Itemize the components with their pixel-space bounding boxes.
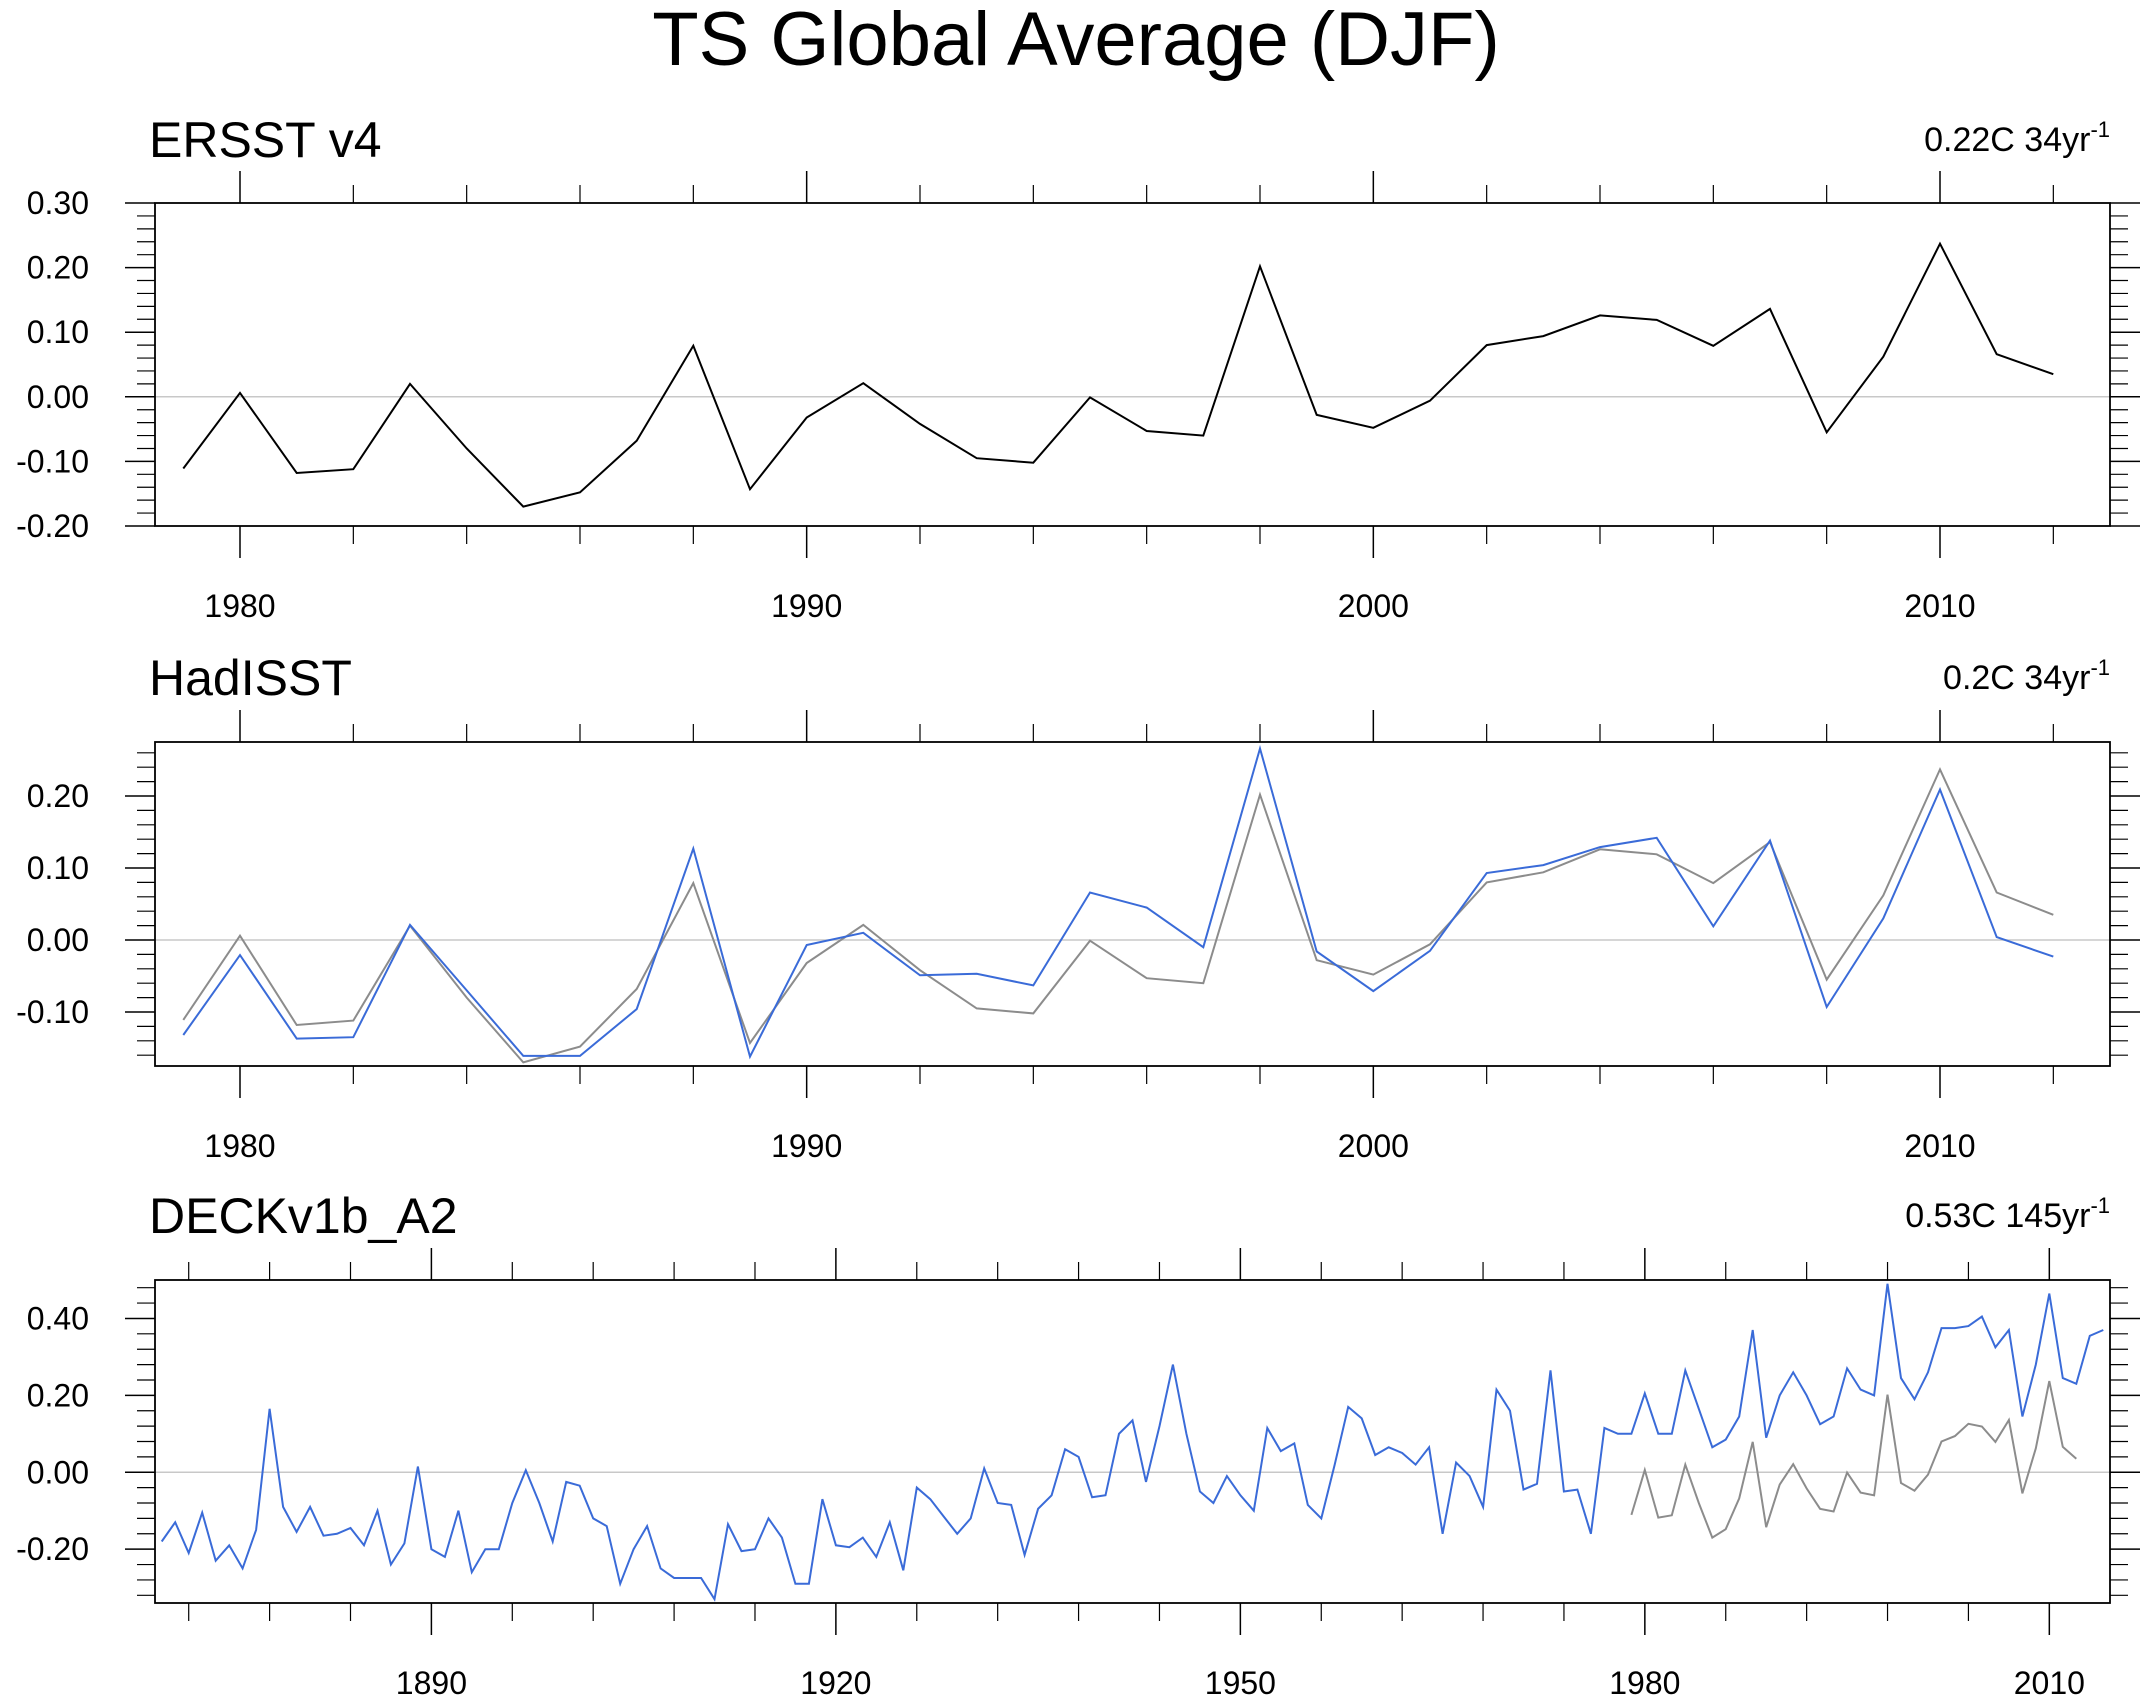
x-tick-label: 2010: [1904, 1128, 1975, 1164]
figure-title: TS Global Average (DJF): [652, 0, 1500, 82]
series-line-2: [1630, 1380, 2077, 1540]
x-tick-label: 1920: [800, 1665, 871, 1701]
x-tick-label: 1990: [771, 588, 842, 624]
y-tick-label: -0.10: [16, 443, 89, 479]
series-line-2: [182, 766, 2054, 1064]
panel-title: ERSST v4: [149, 112, 382, 168]
series-line-1: [182, 744, 2054, 1060]
y-tick-label: 0.10: [27, 850, 89, 886]
panel-title: DECKv1b_A2: [149, 1188, 458, 1244]
chart-panel-3: DECKv1b_A2 0.53C 145yr-1 0.40 0.20 0.00 -0.20…: [16, 1188, 2140, 1701]
x-tick-label: 2000: [1338, 588, 1409, 624]
plot-frame: [154, 741, 2111, 1067]
chart-panel-2: HadISST 0.2C 34yr-1 0.20 0.10 0.00 -0.10 1980 1…: [16, 650, 2140, 1164]
x-tick-label: 1990: [771, 1128, 842, 1164]
x-tick-label: 2010: [1904, 588, 1975, 624]
x-tick-label: 1980: [204, 1128, 275, 1164]
y-tick-label: -0.10: [16, 994, 89, 1030]
y-tick-label: 0.00: [27, 379, 89, 415]
y-tick-label: 0.20: [27, 778, 89, 814]
y-tick-label: 0.20: [27, 250, 89, 286]
series-line-1: [160, 1283, 2104, 1602]
y-tick-label: 0.10: [27, 314, 89, 350]
trend-label: 0.2C 34yr-1: [1943, 655, 2110, 697]
plot-frame: [154, 1279, 2111, 1604]
y-tick-label: 0.30: [27, 185, 89, 221]
x-tick-label: 1950: [1205, 1665, 1276, 1701]
trend-label: 0.53C 145yr-1: [1905, 1193, 2110, 1235]
chart-panel-1: ERSST v4 0.22C 34yr-1 0.30 0.20 0.10 0.00 -0.1…: [16, 112, 2140, 624]
panel-title: HadISST: [149, 650, 352, 706]
series-line-1: [182, 241, 2054, 508]
y-tick-label: 0.00: [27, 922, 89, 958]
x-tick-label: 2010: [2014, 1665, 2085, 1701]
trend-label: 0.22C 34yr-1: [1924, 117, 2110, 159]
y-tick-label: -0.20: [16, 1531, 89, 1567]
x-tick-label: 1980: [204, 588, 275, 624]
x-tick-label: 1890: [396, 1665, 467, 1701]
x-tick-label: 1980: [1609, 1665, 1680, 1701]
y-tick-label: 0.00: [27, 1454, 89, 1490]
x-tick-label: 2000: [1338, 1128, 1409, 1164]
y-tick-label: 0.40: [27, 1300, 89, 1336]
y-tick-label: 0.20: [27, 1377, 89, 1413]
plot-frame: [154, 202, 2111, 527]
y-tick-label: -0.20: [16, 508, 89, 544]
